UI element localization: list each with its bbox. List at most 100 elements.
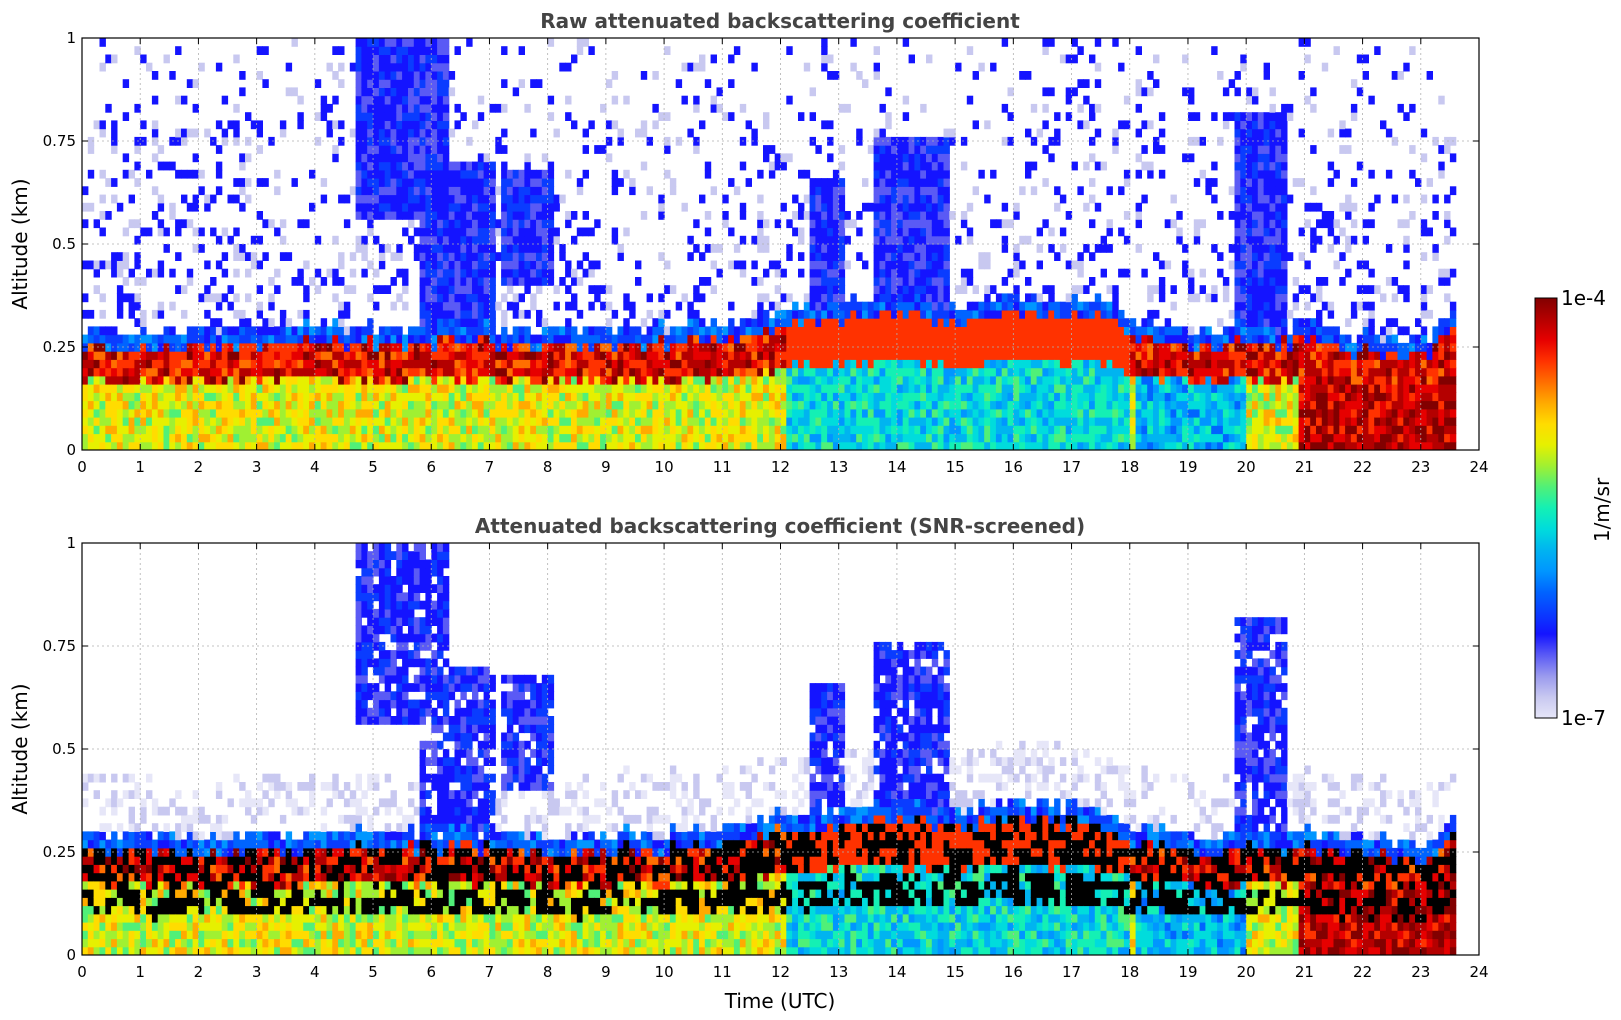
heatmap-cell [402,103,409,113]
heatmap-cell [553,227,560,237]
heatmap-cell [1007,408,1014,418]
heatmap-cell [960,417,968,426]
heatmap-cell [1013,384,1020,393]
heatmap-cell [210,408,217,418]
heatmap-cell [990,408,997,418]
heatmap-cell [990,318,997,327]
heatmap-cell [425,293,432,303]
heatmap-cell [285,334,293,344]
heatmap-cell [402,178,409,187]
heatmap-cell [908,375,915,385]
heatmap-cell [384,417,392,426]
heatmap-cell [960,334,968,344]
heatmap-cell [134,260,141,270]
heatmap-cell [518,169,525,179]
heatmap-cell [431,309,438,319]
heatmap-cell [186,375,194,385]
heatmap-cell [460,112,467,121]
heatmap-cell [1129,408,1137,418]
heatmap-cell [204,260,211,270]
heatmap-cell [1077,392,1084,402]
heatmap-cell [1013,433,1020,443]
heatmap-cell [559,244,566,253]
heatmap-cell [1059,54,1067,64]
heatmap-cell [611,186,619,196]
heatmap-cell [192,153,199,163]
heatmap-cell [477,95,485,105]
heatmap-cell [378,367,386,377]
heatmap-cell [681,392,688,402]
heatmap-cell [227,326,234,336]
heatmap-cell [739,326,747,336]
heatmap-cell [355,211,362,220]
heatmap-cell [483,309,490,319]
heatmap-cell [553,301,560,311]
heatmap-cell [1025,71,1032,80]
heatmap-cell [937,433,945,443]
heatmap-cell [390,351,397,360]
heatmap-cell [984,408,991,418]
heatmap-cell [82,359,89,369]
heatmap-cell [245,293,252,303]
heatmap-cell [343,408,351,418]
heatmap-cell [378,38,386,47]
heatmap-cell [373,194,380,204]
heatmap-cell [565,359,572,369]
heatmap-cell [175,400,182,410]
heatmap-cell [116,417,124,426]
heatmap-cell [245,252,252,261]
heatmap-cell [902,400,910,410]
heatmap-cell [832,169,840,179]
heatmap-cell [704,441,712,450]
heatmap-cell [489,103,496,113]
heatmap-cell [105,417,112,426]
heatmap-cell [605,153,613,163]
heatmap-cell [757,359,764,369]
heatmap-cell [629,433,636,443]
heatmap-cell [175,95,182,105]
heatmap-cell [955,62,962,72]
heatmap-cell [978,252,985,261]
heatmap-cell [157,309,165,319]
heatmap-cell [1030,309,1038,319]
heatmap-cell [419,285,426,294]
heatmap-cell [990,400,997,410]
heatmap-cell [181,441,188,450]
heatmap-cell [914,285,921,294]
heatmap-cell [827,359,834,369]
heatmap-cell [477,326,485,336]
heatmap-cell [611,417,619,426]
heatmap-cell [343,301,351,311]
heatmap-cell [803,433,811,443]
heatmap-cell [652,342,659,352]
heatmap-cell [93,285,100,294]
heatmap-cell [995,375,1003,385]
heatmap-cell [879,145,886,154]
heatmap-cell [1013,400,1020,410]
heatmap-cell [949,367,956,377]
heatmap-cell [454,120,461,130]
heatmap-cell [1094,384,1102,393]
heatmap-cell [215,384,223,393]
heatmap-cell [716,400,723,410]
heatmap-cell [111,128,118,138]
heatmap-cell [990,392,997,402]
heatmap-cell [553,342,560,352]
heatmap-cell [914,433,921,443]
heatmap-cell [425,392,432,402]
heatmap-cell [635,441,642,450]
heatmap-cell [262,252,269,261]
heatmap-cell [646,408,653,418]
heatmap-cell [873,244,880,253]
heatmap-cell [309,408,316,418]
heatmap-cell [792,400,799,410]
heatmap-cell [157,219,165,229]
heatmap-cell [314,417,322,426]
heatmap-cell [378,202,386,212]
heatmap-cell [792,309,799,319]
heatmap-cell [1129,351,1137,360]
heatmap-cell [1100,318,1107,327]
heatmap-cell [821,400,828,410]
heatmap-cell [751,136,758,146]
heatmap-cell [553,425,560,435]
